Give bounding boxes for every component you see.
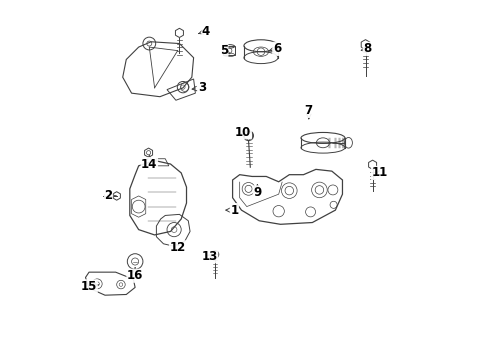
Polygon shape [368,160,377,169]
Text: 16: 16 [127,268,143,282]
Text: 8: 8 [361,42,371,55]
Polygon shape [175,28,183,37]
Text: 6: 6 [269,42,281,55]
Text: 15: 15 [81,280,98,293]
Text: 4: 4 [198,24,210,38]
Circle shape [211,251,219,258]
Text: 14: 14 [141,156,157,171]
Text: 12: 12 [170,241,186,254]
Polygon shape [113,192,121,200]
Text: 3: 3 [192,81,206,94]
Polygon shape [361,40,370,50]
Polygon shape [145,148,152,157]
Text: 1: 1 [226,204,239,217]
Text: 5: 5 [220,44,230,57]
Circle shape [244,131,253,141]
Text: 11: 11 [371,166,388,179]
Text: 9: 9 [253,185,262,199]
Text: 2: 2 [104,189,116,202]
Bar [223,46,235,55]
Text: 10: 10 [235,126,251,139]
Text: 7: 7 [305,104,313,119]
Text: 13: 13 [201,250,218,263]
